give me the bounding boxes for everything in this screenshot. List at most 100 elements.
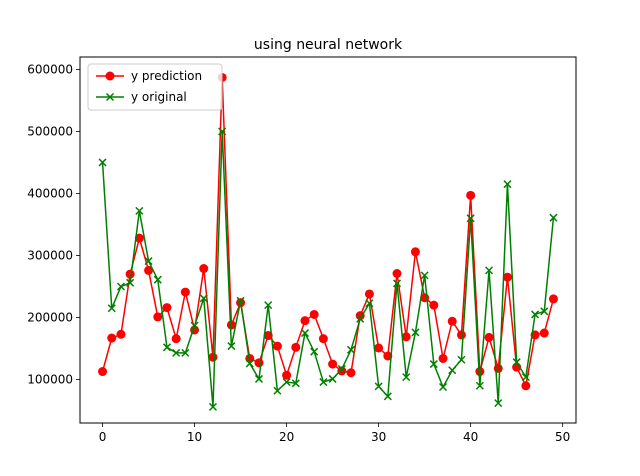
legend-marker-original <box>105 92 115 102</box>
data-point-y-original <box>346 345 356 354</box>
data-point-y-original <box>531 310 540 319</box>
series-line-y-original <box>101 130 555 408</box>
y-tick-label: 200000 <box>27 311 73 325</box>
data-point-y-original <box>337 365 346 374</box>
data-point-y-prediction <box>521 381 531 391</box>
data-point-y-prediction <box>401 332 411 342</box>
y-tick-label: 600000 <box>27 62 73 76</box>
data-point-y-original <box>282 378 291 387</box>
data-point-y-original <box>549 213 558 222</box>
x-tick-label: 40 <box>463 430 478 444</box>
legend: y prediction y original <box>87 63 223 111</box>
data-point-y-original <box>172 348 181 357</box>
data-point-y-original <box>273 386 282 395</box>
data-point-y-original <box>356 314 365 323</box>
data-point-y-prediction <box>272 341 282 351</box>
data-point-y-prediction <box>410 247 420 257</box>
y-tick-label: 300000 <box>27 249 73 263</box>
data-point-y-prediction <box>502 272 512 282</box>
data-point-y-original <box>420 271 429 280</box>
y-axis: 100000 200000 300000 400000 500000 600000 <box>27 62 80 387</box>
data-point-y-prediction <box>162 303 172 313</box>
data-point-y-original <box>116 282 125 291</box>
data-point-y-original <box>365 299 374 308</box>
data-point-y-original <box>236 296 245 305</box>
data-point-y-prediction <box>125 269 135 279</box>
data-point-y-original <box>392 279 402 288</box>
axes-frame <box>79 56 577 424</box>
data-point-y-prediction <box>300 316 310 326</box>
data-point-y-prediction <box>98 367 108 377</box>
data-point-y-original <box>374 382 383 391</box>
data-point-y-prediction <box>337 366 347 376</box>
chart-title: using neural network <box>254 37 403 53</box>
plot-area: 0 10 20 30 40 50 100000 200000 300000 400000 5000… <box>27 56 577 444</box>
data-point-y-prediction <box>548 294 558 304</box>
data-point-y-original <box>540 307 549 316</box>
data-point-y-prediction <box>346 368 356 378</box>
data-point-y-original <box>503 180 512 189</box>
data-point-y-original <box>300 329 310 338</box>
data-point-y-original <box>328 374 337 383</box>
data-point-y-original <box>383 392 392 401</box>
data-point-y-original <box>254 374 264 383</box>
data-point-y-original <box>181 348 190 357</box>
data-point-y-prediction <box>392 268 402 278</box>
series-line-y-prediction <box>101 76 555 387</box>
data-point-y-prediction <box>438 353 448 363</box>
data-point-y-original <box>402 373 411 382</box>
data-point-y-original <box>208 402 218 411</box>
data-point-y-prediction <box>282 370 292 380</box>
data-point-y-prediction <box>153 312 163 322</box>
data-point-y-prediction <box>116 329 126 339</box>
data-point-y-original <box>199 294 208 303</box>
data-point-y-prediction <box>208 352 218 362</box>
data-point-y-original <box>107 304 116 313</box>
data-point-y-original <box>457 355 466 364</box>
data-point-y-prediction <box>144 265 154 275</box>
data-point-y-original <box>429 360 438 369</box>
data-point-y-prediction <box>199 264 209 274</box>
data-point-y-prediction <box>456 330 466 340</box>
data-point-y-original <box>438 382 448 392</box>
data-point-y-prediction <box>107 333 117 343</box>
data-point-y-prediction <box>447 316 457 326</box>
data-point-y-prediction <box>328 359 338 369</box>
data-point-y-original <box>512 358 521 367</box>
data-point-y-original <box>264 301 273 310</box>
data-point-y-original <box>310 347 319 356</box>
data-point-y-prediction <box>318 334 328 344</box>
data-point-y-original <box>144 257 153 266</box>
data-point-y-original <box>227 342 236 351</box>
data-point-y-prediction <box>484 332 494 342</box>
legend-label-original: y original <box>131 90 187 104</box>
data-point-y-original <box>475 381 484 390</box>
data-point-y-prediction <box>180 287 190 297</box>
data-point-y-original <box>126 278 135 287</box>
data-point-y-prediction <box>475 367 485 377</box>
x-tick-label: 10 <box>187 430 202 444</box>
data-point-y-prediction <box>466 190 476 200</box>
data-point-y-original <box>319 378 328 387</box>
data-point-y-original <box>153 275 162 284</box>
data-point-y-prediction <box>364 289 374 299</box>
x-tick-label: 50 <box>555 430 570 444</box>
data-point-y-original <box>98 158 107 167</box>
legend-label-prediction: y prediction <box>131 69 202 83</box>
data-point-y-prediction <box>291 342 301 352</box>
y-tick-label: 100000 <box>27 373 73 387</box>
data-point-y-original <box>494 399 503 408</box>
data-point-y-original <box>245 359 254 368</box>
data-point-y-prediction <box>226 320 236 330</box>
data-point-y-prediction <box>171 334 181 344</box>
data-point-y-prediction <box>355 311 365 321</box>
data-point-y-original <box>485 266 494 275</box>
data-point-y-original <box>190 321 199 330</box>
data-point-y-original <box>448 366 457 375</box>
data-point-y-prediction <box>429 300 439 310</box>
x-tick-label: 30 <box>371 430 386 444</box>
data-point-y-prediction <box>134 233 144 243</box>
data-point-y-original <box>466 214 475 223</box>
x-tick-label: 0 <box>99 430 107 444</box>
